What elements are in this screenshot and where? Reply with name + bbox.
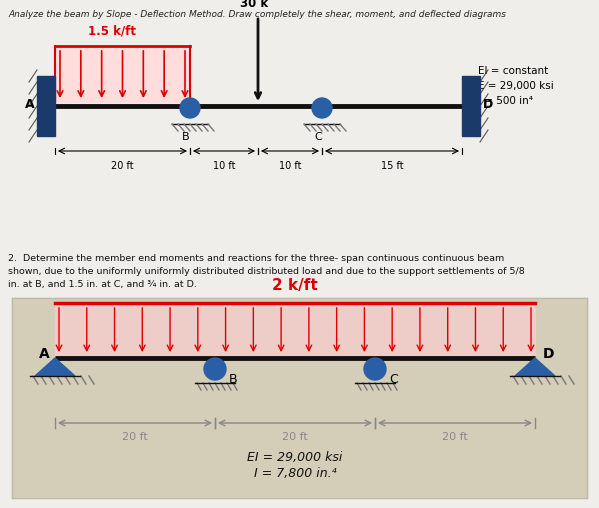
Text: EI = constant
E = 29,000 ksi
I = 500 in⁴: EI = constant E = 29,000 ksi I = 500 in⁴ <box>478 66 553 106</box>
Text: 20 ft: 20 ft <box>111 161 134 171</box>
Text: 10 ft: 10 ft <box>279 161 301 171</box>
Text: A: A <box>25 98 35 111</box>
Text: 30 k: 30 k <box>240 0 268 10</box>
Text: D: D <box>543 347 555 361</box>
Polygon shape <box>35 358 75 376</box>
Text: 15 ft: 15 ft <box>381 161 403 171</box>
Text: 10 ft: 10 ft <box>213 161 235 171</box>
Circle shape <box>312 98 332 118</box>
Text: 20 ft: 20 ft <box>282 432 308 442</box>
Circle shape <box>180 98 200 118</box>
Text: B: B <box>182 132 190 142</box>
Text: 20 ft: 20 ft <box>442 432 468 442</box>
Text: D: D <box>483 98 493 111</box>
Text: 1.5 k/ft: 1.5 k/ft <box>89 25 137 38</box>
Text: B: B <box>229 373 238 386</box>
Bar <box>12 298 587 498</box>
Text: Analyze the beam by Slope - Deflection Method. Draw completely the shear, moment: Analyze the beam by Slope - Deflection M… <box>8 10 506 19</box>
Circle shape <box>204 358 226 380</box>
Text: C: C <box>389 373 398 386</box>
Bar <box>55 303 535 356</box>
Polygon shape <box>515 358 555 376</box>
Text: 2.  Determine the member end moments and reactions for the three- span continuou: 2. Determine the member end moments and … <box>8 254 504 263</box>
Circle shape <box>364 358 386 380</box>
Text: 2 k/ft: 2 k/ft <box>272 278 318 293</box>
Bar <box>55 46 190 102</box>
Text: 20 ft: 20 ft <box>122 432 148 442</box>
Bar <box>462 76 480 136</box>
Text: C: C <box>314 132 322 142</box>
Bar <box>37 76 55 136</box>
Text: shown, due to the uniformly uniformly distributed distributed load and due to th: shown, due to the uniformly uniformly di… <box>8 267 525 276</box>
Text: A: A <box>39 347 50 361</box>
Text: in. at B, and 1.5 in. at C, and ¾ in. at D.: in. at B, and 1.5 in. at C, and ¾ in. at… <box>8 280 197 289</box>
Text: I = 7,800 in.⁴: I = 7,800 in.⁴ <box>254 467 336 480</box>
Text: EI = 29,000 ksi: EI = 29,000 ksi <box>247 451 343 464</box>
